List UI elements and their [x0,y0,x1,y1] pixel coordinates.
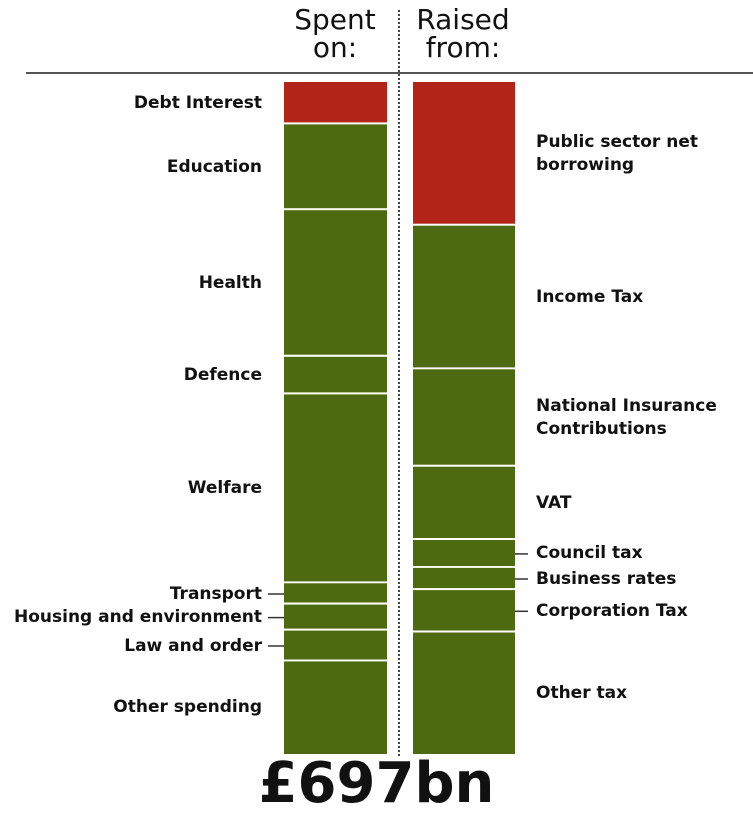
label-council-tax: Council tax [536,543,643,564]
bar-segment-education [284,124,387,209]
raised-from-header: Raised from: [393,6,533,62]
bar-segment-other-tax [413,632,515,754]
bar-segment-income-tax [413,225,515,368]
dotted-divider [398,10,400,756]
bar-segment-corporation-tax [413,590,515,631]
total-amount: £697bn [258,751,495,816]
raised-header-line-2: from: [425,31,501,64]
bar-segment-public-sector-net-borrowing [413,82,515,224]
label-corporation-tax: Corporation Tax [536,600,688,621]
raised-header-line-1: Raised [416,3,510,36]
bar-segment-health [284,210,387,355]
label-health: Health [198,273,262,293]
label-welfare: Welfare [187,478,262,499]
bar-segment-housing-and-environment [284,604,387,629]
bar-segment-vat [413,466,515,538]
label-education: Education [166,156,262,177]
label-housing-and-environment: Housing and environment [14,607,262,628]
bar-segment-welfare [284,394,387,582]
bar-segment-other-spending [284,661,387,754]
bar-segment-debt-interest [284,82,387,123]
label-public-sector-net-borrowing: Public sector net borrowing [536,131,698,175]
bar-segment-business-rates [413,567,515,589]
bar-segment-national-insurance-contributions [413,369,515,465]
spent-header-line-2: on: [312,31,358,64]
label-other-tax: Other tax [536,682,628,703]
label-defence: Defence [183,365,262,386]
label-income-tax: Income Tax [536,287,644,307]
label-transport: Transport [169,583,262,604]
bar-segment-law-and-order [284,630,387,660]
spent-on-header: Spent on: [265,6,405,62]
header-rule [26,72,753,74]
spent-header-line-1: Spent [294,3,376,36]
label-vat: VAT [536,492,572,513]
bar-segment-transport [284,583,387,603]
label-business-rates: Business rates [536,568,677,589]
label-debt-interest: Debt Interest [133,92,262,113]
label-national-insurance-contributions: National Insurance Contributions [536,396,717,439]
label-other-spending: Other spending [113,697,262,718]
bar-segment-defence [284,356,387,393]
label-law-and-order: Law and order [124,635,262,656]
bar-segment-council-tax [413,540,515,566]
